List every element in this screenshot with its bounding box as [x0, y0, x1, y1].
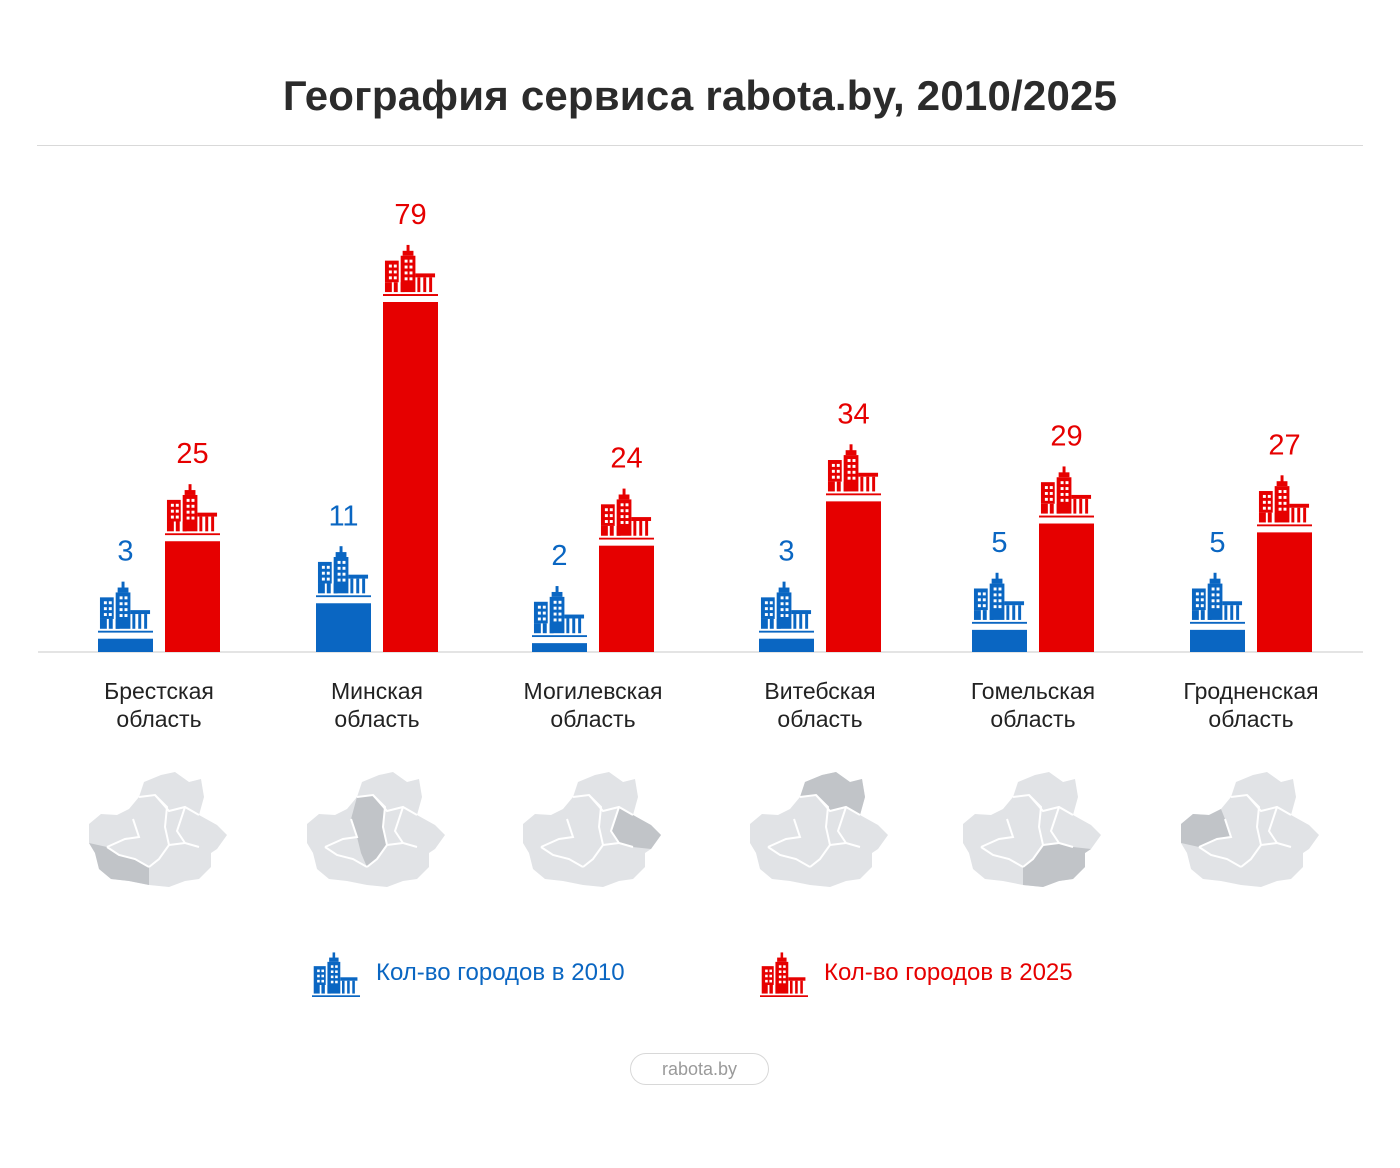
city-buildings-icon	[312, 952, 360, 997]
city-buildings-icon	[972, 572, 1027, 624]
category-label: Витебская	[764, 678, 875, 704]
category-label: Гомельская	[971, 678, 1095, 704]
city-buildings-icon	[760, 952, 808, 997]
city-buildings-icon	[98, 581, 153, 633]
value-label-2010: 5	[991, 527, 1007, 559]
highlighted-region	[1181, 809, 1231, 847]
bar-2010	[316, 603, 371, 652]
value-label-2025: 25	[176, 438, 208, 470]
city-buildings-icon	[759, 581, 814, 633]
belarus-map-icon	[307, 772, 445, 887]
city-buildings-icon	[1190, 572, 1245, 624]
bar-2010	[972, 629, 1027, 652]
category-label: область	[116, 706, 201, 732]
category-label: Минская	[331, 678, 423, 704]
belarus-map-icon	[523, 772, 661, 887]
belarus-map-icon	[750, 772, 888, 887]
legend-item-2025: Кол-во городов в 2025	[760, 948, 1073, 998]
footer-brand: rabota.by	[630, 1053, 769, 1085]
bar-2025	[826, 501, 881, 652]
highlighted-region	[611, 807, 661, 849]
value-label-2010: 3	[117, 536, 133, 568]
city-buildings-icon	[1039, 466, 1094, 518]
belarus-map-icon	[1181, 772, 1319, 887]
category-label: область	[1208, 706, 1293, 732]
bar-2025	[599, 545, 654, 652]
value-label-2010: 11	[328, 500, 358, 532]
bar-2010	[1190, 629, 1245, 652]
highlighted-region	[89, 843, 149, 885]
highlighted-region	[351, 795, 387, 867]
category-label: Могилевская	[524, 678, 663, 704]
value-label-2025: 27	[1268, 429, 1300, 461]
category-label: область	[777, 706, 862, 732]
city-buildings-icon	[599, 488, 654, 540]
city-buildings-icon	[165, 484, 220, 536]
city-buildings-icon	[532, 586, 587, 638]
category-label: Брестская	[104, 678, 214, 704]
belarus-map-icon	[963, 772, 1101, 887]
value-label-2025: 79	[394, 199, 426, 231]
city-buildings-icon	[383, 244, 438, 296]
value-label-2025: 29	[1050, 421, 1082, 453]
bar-2025	[1257, 532, 1312, 652]
legend-label-2025: Кол-во городов в 2025	[824, 959, 1073, 986]
highlighted-region	[800, 772, 865, 815]
bar-2010	[532, 643, 587, 652]
value-label-2025: 34	[837, 398, 869, 430]
category-label: область	[334, 706, 419, 732]
bar-2025	[383, 302, 438, 652]
title-divider	[37, 145, 1363, 146]
category-label: область	[990, 706, 1075, 732]
highlighted-region	[1023, 843, 1091, 887]
legend-label-2010: Кол-во городов в 2010	[376, 959, 625, 986]
value-label-2010: 5	[1209, 527, 1225, 559]
chart-title: География сервиса rabota.by, 2010/2025	[282, 72, 1118, 119]
city-buildings-icon	[826, 444, 881, 496]
value-label-2010: 3	[778, 536, 794, 568]
value-label-2025: 24	[610, 443, 642, 475]
city-buildings-icon	[1257, 475, 1312, 527]
belarus-map-icon	[89, 772, 227, 887]
bar-2010	[759, 638, 814, 652]
category-label: область	[550, 706, 635, 732]
value-label-2010: 2	[551, 540, 567, 572]
bar-2025	[1039, 523, 1094, 652]
category-label: Гродненская	[1183, 678, 1318, 704]
city-buildings-icon	[316, 546, 371, 598]
bar-chart: 325Брестскаяобласть1179Минскаяобласть224…	[38, 199, 1363, 887]
legend-item-2010: Кол-во городов в 2010	[312, 948, 625, 998]
bar-2025	[165, 541, 220, 652]
bar-2010	[98, 638, 153, 652]
